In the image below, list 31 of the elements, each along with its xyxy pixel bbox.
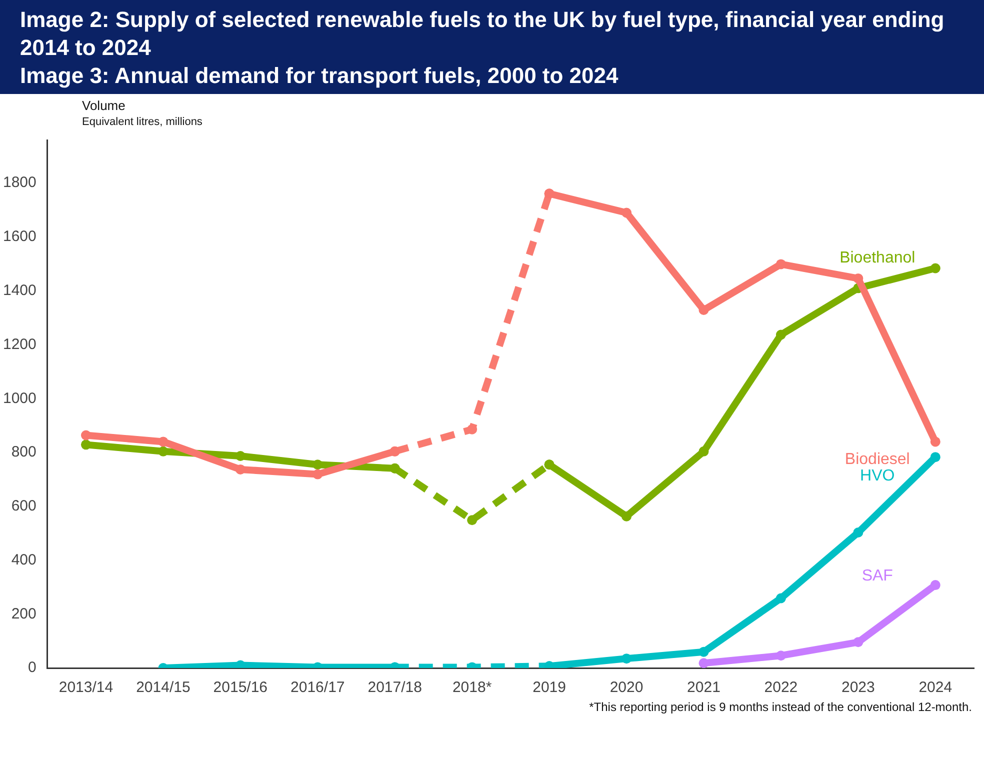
x-tick-label: 2023 (841, 679, 875, 696)
x-tick-label: 2022 (764, 679, 798, 696)
y-tick-label: 1200 (2, 336, 36, 353)
y-tick-label: 0 (28, 659, 36, 676)
y-tick-label: 600 (11, 498, 36, 515)
y-tick-label: 1000 (2, 390, 36, 407)
y-tick-label: 1600 (2, 228, 36, 246)
x-tick-label: 2014/15 (136, 679, 190, 696)
series-label: Biodiesel (844, 451, 910, 468)
y-tick-label: 1800 (2, 174, 36, 192)
text: Equivalent litres, millions (82, 116, 204, 128)
chart-title: Image 2: Supply of selected renewable fuels to the UK by fuel type, financial year ending 2014 to 2024 (20, 6, 946, 62)
x-tick-label: 2017/18 (368, 679, 422, 696)
x-tick-label: 2013/14 (58, 679, 114, 696)
y-tick-label: 400 (11, 551, 36, 568)
x-tick-label: 2018* (452, 679, 492, 696)
chart-subtitle: Image 3: Annual demand for transport fuels, 2000 to 2024 (20, 62, 620, 90)
y-tick-label: 800 (11, 444, 36, 461)
x-tick-label: 2019 (532, 679, 566, 696)
x-tick-label: 2015/16 (213, 679, 268, 696)
x-tick-label: 2016/17 (290, 679, 345, 696)
series-label: Bioethanol (840, 250, 916, 267)
series-label: HVO (860, 467, 895, 484)
y-axis-title: Volume (82, 98, 126, 113)
y-tick-label: 1400 (2, 282, 36, 299)
y-tick-label: 200 (11, 605, 36, 622)
x-tick-label: 2024 (918, 679, 952, 696)
x-tick-label: 2020 (610, 679, 644, 696)
x-tick-label: 2021 (687, 679, 720, 696)
text: *This reporting period is 9 months instead of the conventional 12-month. (588, 700, 973, 714)
series-label: SAF (862, 567, 894, 584)
